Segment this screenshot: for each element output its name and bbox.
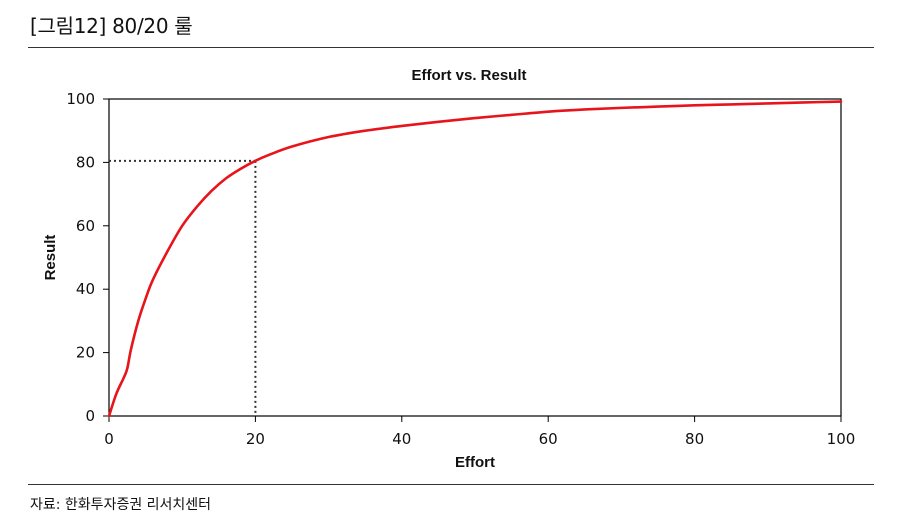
y-tick-label: 100 — [66, 90, 95, 108]
plot-frame — [108, 98, 842, 417]
chart-title: Effort vs. Result — [411, 67, 526, 84]
plot-area — [108, 98, 842, 417]
x-tick-label: 20 — [246, 430, 265, 448]
x-tick-label: 0 — [104, 430, 114, 448]
top-divider — [28, 47, 874, 48]
figure-title: [그림12] 80/20 룰 — [30, 14, 193, 38]
source-note: 자료: 한화투자증권 리서치센터 — [30, 497, 212, 513]
y-tick-label: 80 — [76, 153, 95, 171]
y-tick-label: 60 — [76, 217, 95, 235]
x-tick-label: 100 — [827, 430, 856, 448]
axis-ticks: 0 20 40 60 80 100 0 20 40 60 80 100 — [66, 90, 855, 448]
x-tick-label: 60 — [539, 430, 558, 448]
y-axis-label: Result — [42, 235, 59, 281]
bottom-divider — [28, 484, 874, 485]
y-tick-label: 0 — [85, 407, 95, 425]
x-axis-label: Effort — [455, 454, 495, 471]
x-tick-label: 40 — [392, 430, 411, 448]
reference-lines — [109, 159, 257, 416]
series-line-result — [107, 100, 843, 418]
y-tick-label: 40 — [76, 280, 95, 298]
y-tick-label: 20 — [76, 344, 95, 362]
x-tick-label: 80 — [685, 430, 704, 448]
series-group — [107, 100, 843, 418]
